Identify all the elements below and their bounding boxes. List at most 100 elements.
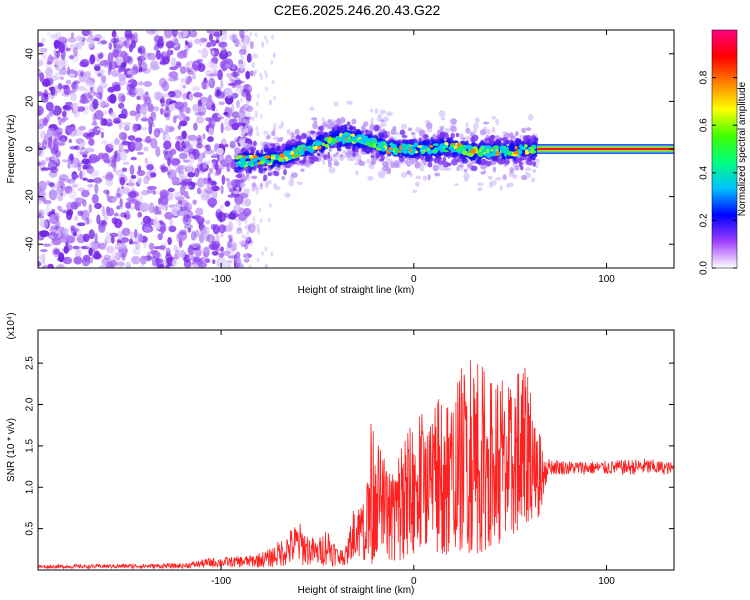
spectrogram-signal-core bbox=[285, 153, 292, 158]
spectrogram-signal-cell bbox=[456, 166, 460, 172]
spectrogram-noise-cell bbox=[218, 30, 228, 35]
spectrogram-noise-cell bbox=[63, 84, 71, 96]
spectrogram-noise-cell bbox=[167, 187, 175, 193]
spectrogram-signal-cell bbox=[346, 100, 353, 105]
spectrogram-noise-cell bbox=[54, 226, 65, 231]
spectrogram-noise-cell bbox=[46, 127, 56, 138]
spectrogram-noise-cell bbox=[191, 72, 197, 80]
spectrogram-noise-cell bbox=[218, 252, 224, 258]
spectrogram-noise-cell bbox=[196, 177, 205, 188]
spectrogram-noise-cell bbox=[127, 191, 137, 199]
spectrogram-noise-cell bbox=[167, 261, 171, 266]
spectrogram-signal-core bbox=[270, 154, 275, 158]
spectrogram-noise-cell bbox=[243, 234, 247, 240]
spectrogram-noise-cell bbox=[104, 122, 114, 127]
spectrogram-noise-cell bbox=[172, 30, 178, 38]
spectrogram-signal-core bbox=[502, 145, 507, 149]
spectrogram-noise-cell bbox=[38, 261, 42, 267]
spectrogram-noise-cell bbox=[216, 208, 221, 213]
spectrogram-noise-cell bbox=[38, 142, 42, 146]
spectrogram-noise-cell bbox=[246, 40, 250, 46]
spectrogram-signal-cell bbox=[378, 137, 383, 142]
spectrogram-noise-cell bbox=[59, 69, 68, 76]
spectrogram-signal-cell bbox=[309, 158, 315, 165]
spectrogram-noise-cell bbox=[62, 159, 69, 163]
spectrogram-noise-cell bbox=[256, 223, 260, 229]
spectrogram-noise-cell bbox=[206, 177, 211, 185]
spectrogram-noise-cell bbox=[258, 207, 262, 213]
spectrogram-noise-cell bbox=[157, 233, 163, 241]
spectrogram-noise-cell bbox=[130, 40, 136, 49]
spectrogram-noise-cell bbox=[88, 30, 93, 37]
spectrogram-noise-cell bbox=[125, 210, 130, 216]
spectrogram-noise-cell bbox=[97, 53, 103, 60]
spectrogram-noise-cell bbox=[146, 189, 153, 194]
spectrogram-noise-cell bbox=[150, 111, 157, 121]
spectrogram-noise-cell bbox=[137, 233, 144, 243]
spectrogram-noise-cell bbox=[117, 230, 122, 241]
spectrogram-noise-cell bbox=[241, 201, 245, 207]
spectrogram-noise-cell bbox=[64, 185, 73, 194]
spectrogram-signal-cell bbox=[378, 132, 384, 138]
spectrogram-noise-cell bbox=[140, 49, 147, 57]
spectrogram-noise-cell bbox=[223, 126, 233, 131]
spectrogram-noise-cell bbox=[189, 39, 194, 45]
spectrogram-noise-cell bbox=[98, 242, 107, 250]
spectrogram-signal-cell bbox=[521, 127, 527, 133]
spectrogram-noise-cell bbox=[185, 78, 191, 85]
spectrogram-noise-cell bbox=[124, 39, 131, 49]
spectrogram-noise-cell bbox=[228, 211, 237, 220]
spectrogram-noise-cell bbox=[106, 118, 113, 127]
spectrogram-noise-cell bbox=[46, 30, 51, 37]
spectrogram-noise-cell bbox=[91, 90, 97, 96]
spectrogram-noise-cell bbox=[220, 204, 224, 210]
spectrogram-y-tick-label: 0 bbox=[25, 146, 36, 152]
spectrogram-noise-cell bbox=[240, 32, 245, 43]
spectrogram-noise-cell bbox=[131, 63, 139, 75]
spectrogram-signal-cell bbox=[260, 149, 264, 156]
spectrogram-noise-cell bbox=[68, 189, 77, 200]
spectrogram-noise-cell bbox=[255, 126, 259, 131]
spectrogram-noise-cell bbox=[202, 163, 208, 169]
spectrogram-noise-cell bbox=[159, 194, 169, 206]
spectrogram-noise-cell bbox=[57, 132, 63, 141]
spectrogram-signal-core bbox=[293, 153, 298, 159]
spectrogram-noise-cell bbox=[155, 146, 161, 158]
spectrogram-noise-cell bbox=[191, 85, 200, 92]
spectrogram-noise-cell bbox=[209, 33, 213, 42]
spectrogram-noise-cell bbox=[206, 106, 213, 110]
spectrogram-noise-cell bbox=[177, 135, 184, 140]
spectrogram-noise-cell bbox=[132, 247, 141, 256]
spectrogram-signal-cell bbox=[526, 159, 533, 166]
spectrogram-noise-cell bbox=[119, 37, 127, 41]
spectrogram-noise-cell bbox=[112, 87, 121, 92]
spectrogram-noise-cell bbox=[77, 210, 84, 216]
spectrogram-noise-cell bbox=[71, 184, 78, 188]
spectrogram-noise-cell bbox=[69, 92, 77, 102]
spectrogram-signal-cell bbox=[233, 166, 240, 173]
spectrogram-noise-cell bbox=[170, 158, 181, 166]
spectrogram-signal-core bbox=[486, 152, 492, 159]
spectrogram-signal-core bbox=[347, 132, 352, 138]
spectrogram-noise-cell bbox=[188, 93, 194, 101]
spectrogram-noise-cell bbox=[254, 32, 258, 38]
spectrogram-signal-cell bbox=[432, 133, 437, 139]
spectrogram-noise-cell bbox=[242, 240, 246, 245]
spectrogram-noise-cell bbox=[142, 52, 152, 57]
spectrogram-noise-cell bbox=[93, 37, 101, 42]
spectrogram-noise-cell bbox=[142, 68, 151, 74]
spectrogram-noise-cell bbox=[80, 139, 86, 147]
spectrogram-noise-cell bbox=[188, 144, 194, 153]
spectrogram-noise-cell bbox=[271, 79, 275, 85]
spectrogram-noise-cell bbox=[111, 217, 118, 225]
spectrogram-noise-cell bbox=[169, 127, 174, 132]
spectrogram-signal-cell bbox=[509, 166, 515, 174]
spectrogram-noise-cell bbox=[182, 163, 192, 174]
snr-ticks: -100 0 100 0.5 1.0 1.5 2.0 2.5 bbox=[25, 330, 674, 587]
spectrogram-noise-cell bbox=[169, 66, 178, 71]
spectrogram-noise-cell bbox=[88, 128, 95, 139]
spectrogram-noise-cell bbox=[79, 98, 89, 105]
spectrogram-noise-cell bbox=[94, 202, 102, 210]
spectrogram-signal-core bbox=[350, 133, 356, 137]
